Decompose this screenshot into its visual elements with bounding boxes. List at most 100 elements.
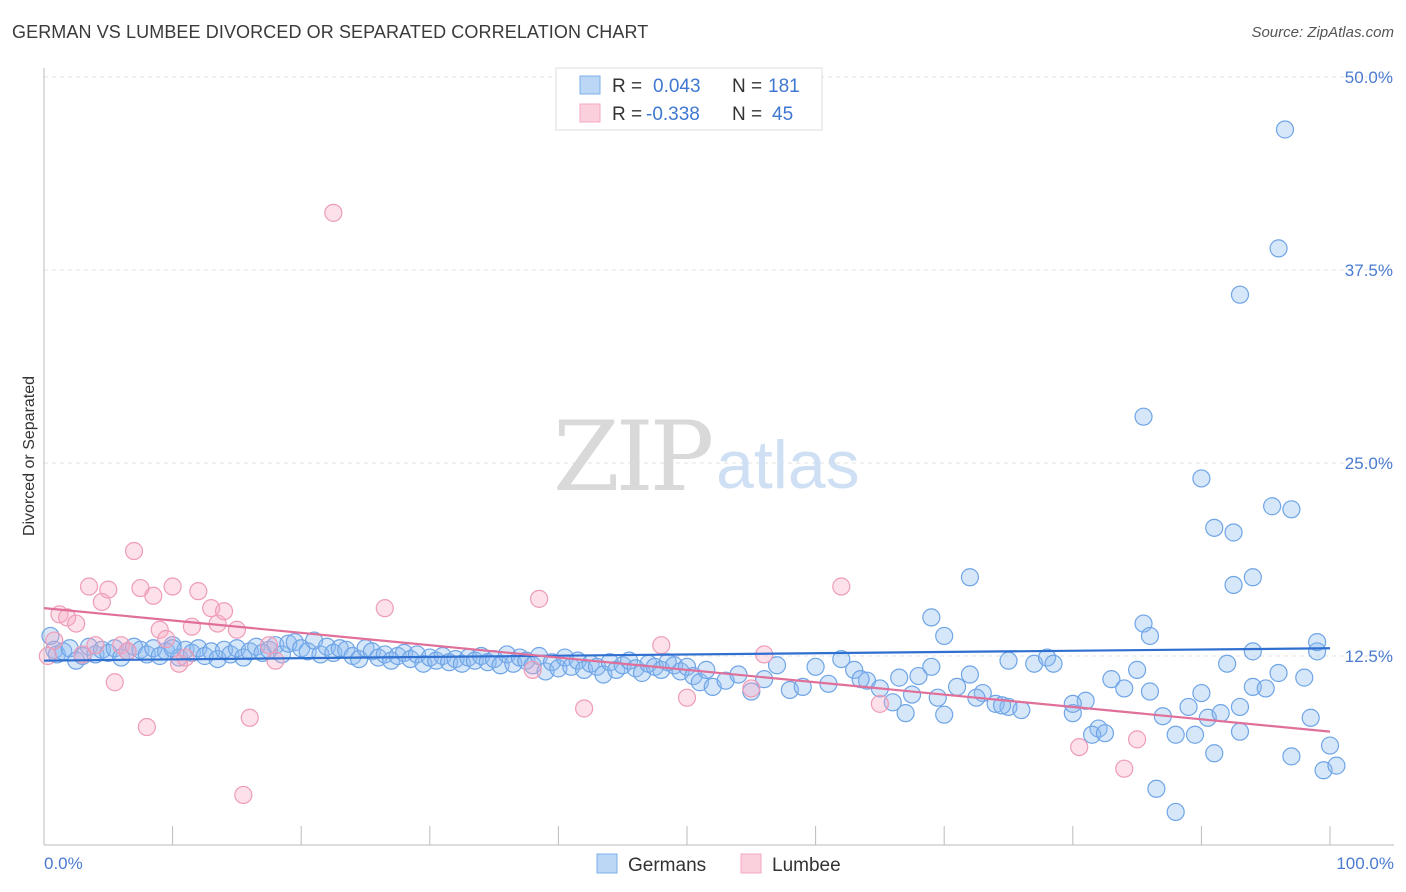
x-tick-label-max: 100.0% bbox=[1336, 854, 1394, 873]
lumbee-r-label: R = bbox=[612, 104, 642, 125]
series-legend: Germans Lumbee bbox=[596, 853, 841, 876]
germans-point bbox=[935, 626, 954, 646]
lumbee-n-label: N = bbox=[732, 104, 762, 125]
germans-r-label: R = bbox=[612, 76, 642, 97]
lumbee-point bbox=[67, 614, 86, 633]
germans-point bbox=[1256, 679, 1275, 698]
germans-point bbox=[1295, 668, 1314, 687]
germans-point bbox=[1263, 497, 1282, 516]
germans-point bbox=[1147, 779, 1166, 798]
germans-point bbox=[909, 666, 928, 686]
germans-trend-line bbox=[43, 647, 1331, 662]
y-tick-label: 37.5% bbox=[1345, 261, 1393, 280]
lumbee-point bbox=[189, 582, 208, 601]
lumbee-point bbox=[530, 589, 549, 608]
germans-point bbox=[1308, 633, 1327, 652]
germans-point bbox=[999, 651, 1018, 670]
lumbee-point bbox=[176, 648, 195, 667]
germans-point bbox=[1185, 725, 1205, 744]
germans-point bbox=[1115, 679, 1134, 698]
grid bbox=[44, 76, 1394, 657]
lumbee-point bbox=[163, 577, 182, 596]
germans-point bbox=[1095, 724, 1115, 743]
lumbee-point bbox=[124, 541, 144, 561]
germans-point bbox=[1275, 120, 1295, 139]
watermark-atlas: atlas bbox=[716, 427, 860, 503]
series-lumbee bbox=[38, 203, 1147, 805]
chart-title: GERMAN VS LUMBEE DIVORCED OR SEPARATED C… bbox=[12, 22, 649, 42]
germans-point bbox=[1308, 642, 1327, 661]
lumbee-point bbox=[105, 673, 124, 692]
germans-point bbox=[1205, 744, 1224, 763]
lumbee-point bbox=[870, 694, 890, 713]
germans-point bbox=[1166, 802, 1185, 822]
y-tick-label: 25.0% bbox=[1345, 454, 1393, 473]
lumbee-point bbox=[214, 602, 234, 621]
lumbee-point bbox=[652, 636, 671, 655]
germans-point bbox=[1230, 697, 1250, 717]
germans-point bbox=[935, 705, 954, 724]
germans-r-value: 0.043 bbox=[653, 76, 701, 97]
lumbee-point bbox=[266, 651, 285, 670]
lumbee-point bbox=[677, 688, 697, 707]
legend-lumbee-swatch bbox=[740, 853, 762, 874]
legend-germans-swatch bbox=[596, 853, 618, 874]
lumbee-point bbox=[742, 679, 761, 698]
lumbee-point bbox=[73, 645, 92, 664]
germans-point bbox=[1205, 518, 1224, 537]
germans-point bbox=[1012, 700, 1031, 720]
lumbee-point bbox=[58, 608, 77, 627]
watermark-zip: ZIP bbox=[553, 401, 712, 513]
germans-point bbox=[1134, 407, 1153, 426]
y-tick-label: 12.5% bbox=[1345, 647, 1393, 666]
germans-point bbox=[890, 668, 909, 687]
germans-point bbox=[1224, 575, 1243, 595]
germans-point bbox=[1230, 722, 1250, 741]
germans-point bbox=[1140, 682, 1160, 701]
y-tick-label: 50.0% bbox=[1345, 68, 1393, 87]
germans-point bbox=[1243, 642, 1262, 661]
legend-lumbee-label: Lumbee bbox=[772, 855, 841, 876]
germans-point bbox=[767, 656, 787, 675]
y-tick-labels: 12.5% 25.0% 37.5% 50.0% bbox=[1345, 68, 1393, 666]
germans-n-label: N = bbox=[732, 76, 762, 97]
lumbee-point bbox=[118, 642, 137, 661]
lumbee-point bbox=[157, 629, 176, 649]
trend-lines bbox=[43, 607, 1331, 733]
germans-point bbox=[1211, 704, 1230, 723]
germans-point bbox=[832, 649, 851, 669]
lumbee-swatch bbox=[579, 103, 601, 123]
germans-point bbox=[1218, 654, 1237, 673]
germans-point bbox=[960, 665, 980, 684]
germans-point bbox=[902, 685, 922, 704]
germans-point bbox=[896, 704, 915, 723]
germans-point bbox=[1127, 660, 1147, 679]
lumbee-point bbox=[86, 636, 105, 655]
lumbee-point bbox=[1115, 759, 1134, 778]
source-label: Source: ZipAtlas.com bbox=[1251, 24, 1394, 41]
germans-point bbox=[1243, 568, 1262, 587]
germans-point bbox=[1269, 663, 1288, 683]
x-tick-label-min: 0.0% bbox=[44, 854, 83, 873]
lumbee-point bbox=[234, 785, 253, 805]
germans-point bbox=[1192, 469, 1211, 488]
y-axis-label: Divorced or Separated bbox=[21, 376, 38, 536]
lumbee-point bbox=[1070, 737, 1089, 757]
germans-point bbox=[1327, 756, 1346, 775]
germans-point bbox=[697, 660, 716, 679]
lumbee-point bbox=[79, 577, 99, 596]
lumbee-point bbox=[324, 203, 343, 222]
lumbee-point bbox=[259, 636, 279, 655]
lumbee-point bbox=[832, 577, 851, 596]
germans-point bbox=[1102, 670, 1121, 689]
lumbee-r-value: -0.338 bbox=[646, 104, 700, 125]
germans-swatch bbox=[579, 75, 601, 95]
germans-point bbox=[1063, 704, 1082, 723]
lumbee-trend-line bbox=[43, 607, 1331, 733]
lumbee-point bbox=[1127, 730, 1147, 749]
lumbee-point bbox=[99, 580, 118, 599]
germans-point bbox=[960, 568, 980, 587]
germans-point bbox=[845, 660, 864, 679]
lumbee-point bbox=[575, 699, 594, 718]
germans-point bbox=[793, 677, 812, 696]
